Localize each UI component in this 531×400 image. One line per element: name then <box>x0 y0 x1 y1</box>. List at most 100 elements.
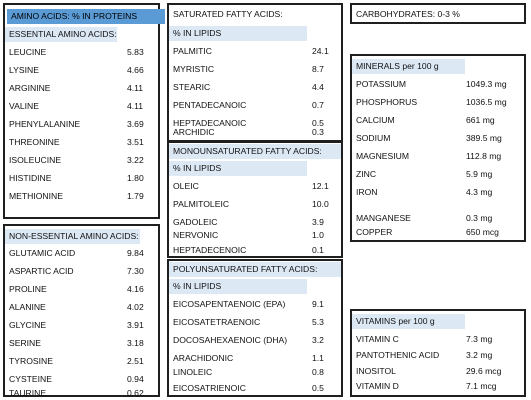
monounsaturated-subheader: % IN LIPIDS <box>169 161 307 176</box>
row-label: EICOSATETRAENOIC <box>173 317 261 327</box>
row-value: 7.3 mg <box>466 334 493 344</box>
table-row: LEUCINE 5.83 <box>5 43 158 61</box>
table-row: SERINE 3.18 <box>5 334 158 352</box>
row-value: 3.2 mg <box>466 350 493 360</box>
table-row: LINOLEIC 0.8 <box>169 364 341 380</box>
row-value: 0.7 <box>312 100 324 110</box>
row-label: ZINC <box>356 169 377 179</box>
table-row: INOSITOL 29.6 mcg <box>352 362 524 380</box>
row-label: MANGANESE <box>356 213 411 223</box>
row-label: PENTADECANOIC <box>173 100 247 110</box>
amino-acids-title: AMINO ACIDS: % IN PROTEINS <box>7 9 165 24</box>
table-row: PROLINE 4.16 <box>5 280 158 298</box>
row-label: VALINE <box>9 101 39 111</box>
non-essential-amino-acids-header: NON-ESSENTIAL AMINO ACIDS: <box>5 229 140 244</box>
table-row: HEPTADECANOIC 0.5 <box>169 114 341 132</box>
table-row: HEPTADECENOIC 0.1 <box>169 243 341 257</box>
row-value: 1.80 <box>127 173 144 183</box>
row-label: IRON <box>356 187 378 197</box>
monounsaturated-title: MONOUNSATURATED FATTY ACIDS: <box>169 144 341 159</box>
table-row: GADOLEIC 3.9 <box>169 213 341 231</box>
row-label: PALMITIC <box>173 46 212 56</box>
minerals-panel: MINERALS per 100 g POTASSIUM 1049.3 mg PH… <box>350 54 526 242</box>
non-essential-amino-acids-panel: NON-ESSENTIAL AMINO ACIDS: GLUTAMIC ACID… <box>3 224 160 398</box>
row-label: PALMITOLEIC <box>173 199 230 209</box>
monounsaturated-fatty-acids-panel: MONOUNSATURATED FATTY ACIDS: % IN LIPIDS… <box>167 141 343 258</box>
row-label: LYSINE <box>9 65 39 75</box>
table-row: STEARIC 4.4 <box>169 78 341 96</box>
row-value: 4.11 <box>127 83 144 93</box>
table-row: PHOSPHORUS 1036.5 mg <box>352 93 524 111</box>
row-label: STEARIC <box>173 82 211 92</box>
row-label: CYSTEINE <box>9 374 52 384</box>
row-label: SODIUM <box>356 133 391 143</box>
row-label: NERVONIC <box>173 230 219 240</box>
polyunsaturated-title: POLYUNSATURATED FATTY ACIDS: <box>169 262 341 277</box>
table-row: SODIUM 389.5 mg <box>352 129 524 147</box>
row-label: HEPTADECANOIC <box>173 118 247 128</box>
saturated-subheader: % IN LIPIDS <box>169 26 307 41</box>
table-row: PANTOTHENIC ACID 3.2 mg <box>352 346 524 364</box>
row-value: 3.2 <box>312 335 324 345</box>
carbohydrates-panel: CARBOHYDRATES: 0-3 % <box>350 3 526 24</box>
carbohydrates-text: CARBOHYDRATES: 0-3 % <box>356 9 460 19</box>
row-label: CALCIUM <box>356 115 395 125</box>
table-row: VITAMIN C 7.3 mg <box>352 330 524 348</box>
row-value: 1036.5 mg <box>466 97 507 107</box>
saturated-fatty-acids-panel: SATURATED FATTY ACIDS: % IN LIPIDS PALMI… <box>167 3 343 142</box>
row-label: EICOSAPENTAENOIC (EPA) <box>173 299 286 309</box>
row-value: 2.51 <box>127 356 144 366</box>
row-value: 0.62 <box>127 388 144 398</box>
row-label: EICOSATRIENOIC <box>173 383 246 393</box>
saturated-title-text: SATURATED FATTY ACIDS: <box>173 9 283 19</box>
row-label: ASPARTIC ACID <box>9 266 74 276</box>
row-label: COPPER <box>356 227 393 237</box>
row-label: PANTOTHENIC ACID <box>356 350 440 360</box>
minerals-header: MINERALS per 100 g <box>352 59 465 74</box>
row-value: 10.0 <box>312 199 329 209</box>
row-label: ARCHIDIC <box>173 127 215 137</box>
row-label: GADOLEIC <box>173 217 218 227</box>
row-value: 4.11 <box>127 101 144 111</box>
row-value: 5.3 <box>312 317 324 327</box>
row-label: ARGININE <box>9 83 51 93</box>
row-value: 3.91 <box>127 320 144 330</box>
row-label: PROLINE <box>9 284 47 294</box>
row-value: 4.3 mg <box>466 187 493 197</box>
table-row: ARACHIDONIC 1.1 <box>169 349 341 367</box>
row-label: INOSITOL <box>356 366 396 376</box>
table-row: DOCOSAHEXAENOIC (DHA) 3.2 <box>169 331 341 349</box>
table-row: OLEIC 12.1 <box>169 177 341 195</box>
row-label: HEPTADECENOIC <box>173 245 247 255</box>
row-value: 7.1 mcg <box>466 381 497 391</box>
table-row: ALANINE 4.02 <box>5 298 158 316</box>
row-value: 112.8 mg <box>466 151 502 161</box>
row-label: METHIONINE <box>9 191 63 201</box>
table-row: EICOSATETRAENOIC 5.3 <box>169 313 341 331</box>
row-value: 1.1 <box>312 353 324 363</box>
table-row: CALCIUM 661 mg <box>352 111 524 129</box>
row-value: 3.69 <box>127 119 144 129</box>
row-label: DOCOSAHEXAENOIC (DHA) <box>173 335 288 345</box>
row-value: 0.5 <box>312 383 324 393</box>
row-value: 1.0 <box>312 230 324 240</box>
row-label: LEUCINE <box>9 47 47 57</box>
table-row: EICOSAPENTAENOIC (EPA) 9.1 <box>169 295 341 313</box>
table-row: PALMITIC 24.1 <box>169 42 341 60</box>
table-row: HISTIDINE 1.80 <box>5 169 158 187</box>
row-value: 5.83 <box>127 47 144 57</box>
table-row: ARGININE 4.11 <box>5 79 158 97</box>
row-label: VITAMIN D <box>356 381 399 391</box>
row-label: ARACHIDONIC <box>173 353 234 363</box>
row-value: 389.5 mg <box>466 133 502 143</box>
row-value: 0.1 <box>312 245 324 255</box>
row-label: VITAMIN C <box>356 334 399 344</box>
table-row: IRON 4.3 mg <box>352 183 524 201</box>
row-label: PHENYLALANINE <box>9 119 81 129</box>
row-label: PHOSPHORUS <box>356 97 418 107</box>
table-row: GLYCINE 3.91 <box>5 316 158 334</box>
row-value: 1049.3 mg <box>466 79 507 89</box>
row-value: 0.94 <box>127 374 144 384</box>
row-label: ISOLEUCINE <box>9 155 62 165</box>
row-value: 12.1 <box>312 181 329 191</box>
